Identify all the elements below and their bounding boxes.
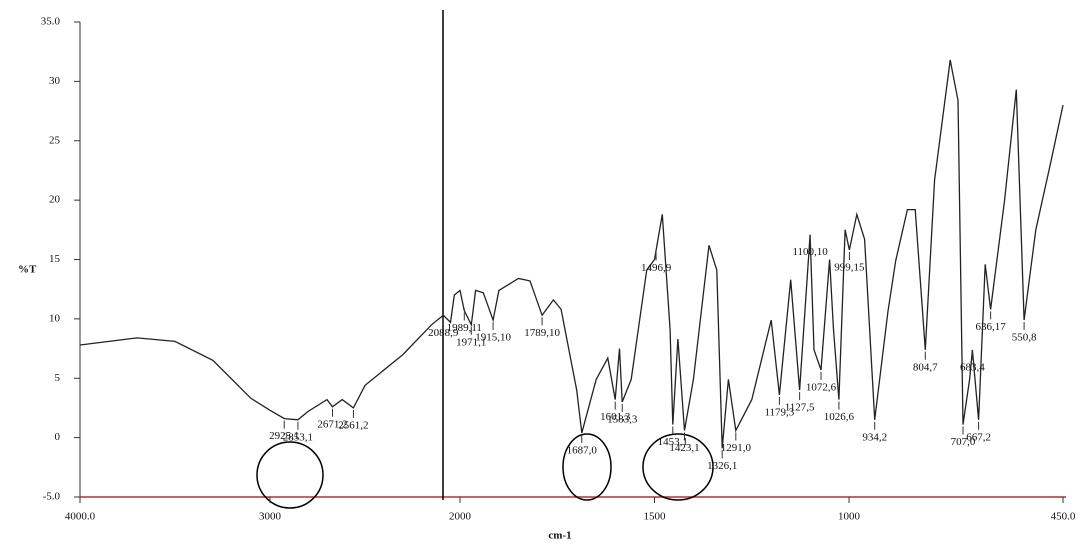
y-tick-label: 35.0	[41, 16, 61, 28]
peak-label: 1496,9	[641, 262, 672, 274]
peak-label: 1179,3	[764, 406, 794, 418]
peak-label: 1026,6	[824, 411, 855, 423]
highlight-circle	[562, 433, 612, 501]
peak-label: 2561,2	[338, 419, 368, 431]
y-tick-label: 15	[49, 253, 61, 265]
peak-label: 2853,1	[283, 431, 313, 443]
peak-label: 1127,5	[785, 402, 815, 414]
x-axis-label: cm-1	[548, 530, 571, 542]
peak-label: 550,8	[1012, 332, 1037, 344]
peak-label: 636,17	[976, 321, 1007, 333]
peak-label: 1291,0	[721, 442, 752, 454]
y-tick-label: 0	[55, 431, 61, 443]
peak-label: 1989,11	[447, 322, 482, 334]
peak-label: 1915,10	[475, 332, 511, 344]
peak-label: 934,2	[862, 431, 887, 443]
peak-label: 804,7	[913, 361, 938, 373]
peak-label: 2671,2	[317, 418, 347, 430]
peak-label: 683,4	[960, 361, 985, 373]
peak-label: 1423,1	[669, 442, 699, 454]
x-tick-label: 450.0	[1051, 511, 1076, 523]
peak-label: 707,0	[951, 436, 976, 448]
y-tick-label: 20	[49, 194, 61, 206]
peak-label: 2088,9	[428, 327, 459, 339]
x-tick-label: 1000	[838, 511, 861, 523]
peak-label: 667,2	[966, 431, 991, 443]
highlight-circle	[256, 441, 324, 509]
peak-label: 1072,6	[806, 381, 837, 393]
y-tick-label: 10	[49, 312, 61, 324]
y-axis-label: %T	[18, 264, 37, 276]
peak-label: 1100,10	[792, 246, 828, 258]
peak-label: 1971,1	[456, 336, 486, 348]
peak-label: 999,15	[834, 262, 865, 274]
highlight-circle	[642, 433, 714, 501]
peak-label: 1789,10	[524, 327, 560, 339]
peak-label: 1326,1	[707, 460, 737, 472]
y-tick-label: 25	[49, 134, 61, 146]
peak-label: 1601,3	[600, 411, 631, 423]
x-tick-label: 1500	[644, 511, 667, 523]
x-tick-label: 4000.0	[65, 511, 96, 523]
y-tick-label: 30	[49, 75, 61, 87]
spectrum-line	[79, 59, 1064, 449]
y-tick-label: 5	[55, 372, 61, 384]
y-tick-label: -5.0	[43, 491, 61, 503]
x-tick-label: 2000	[449, 511, 472, 523]
peak-label: 1453,1	[658, 436, 688, 448]
peak-label: 1687,0	[567, 444, 598, 456]
x-tick-label: 3000	[259, 511, 282, 523]
peak-label: 1583,3	[607, 414, 638, 426]
peak-label: 2925,1	[269, 430, 299, 442]
